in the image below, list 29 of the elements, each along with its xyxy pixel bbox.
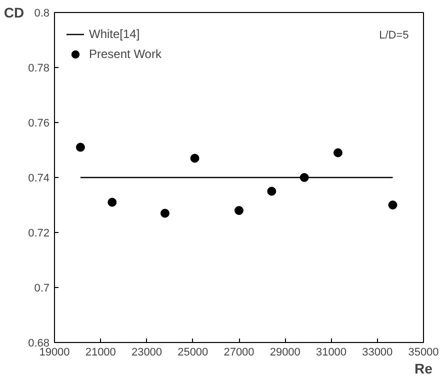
x-tick-label: 19000 (39, 346, 70, 358)
y-tick-label: 0.78 (28, 62, 50, 74)
point (300, 173, 309, 182)
point (234, 206, 244, 215)
point (190, 154, 200, 163)
legend-label: White[14] (89, 27, 140, 41)
x-tick-label: 23000 (131, 346, 162, 358)
x-tick-label: 33000 (362, 346, 393, 358)
point (160, 208, 170, 218)
y-tick-label: 0.8 (34, 8, 50, 20)
x-tick-label: 27000 (224, 346, 254, 358)
y-tick-label: 0.72 (28, 228, 50, 240)
x-tick-label: 25000 (178, 346, 208, 358)
y-tick-label: 0.76 (28, 118, 50, 130)
x-axis-title: Re (414, 360, 433, 376)
point (108, 198, 117, 207)
point (333, 148, 342, 158)
x-tick-label: 21000 (85, 346, 116, 358)
x-tick-label: 35000 (408, 346, 439, 358)
x-tick-label: 31000 (316, 346, 347, 358)
y-tick-label: 0.74 (28, 172, 50, 184)
point (388, 200, 398, 210)
point (76, 142, 85, 152)
x-tick-label: 29000 (270, 346, 300, 358)
y-axis-title: CD (4, 4, 24, 20)
legend-label: Present Work (89, 47, 162, 61)
annotation: L/D=5 (379, 30, 409, 42)
y-tick-label: 0.7 (34, 282, 50, 294)
point (267, 186, 276, 196)
